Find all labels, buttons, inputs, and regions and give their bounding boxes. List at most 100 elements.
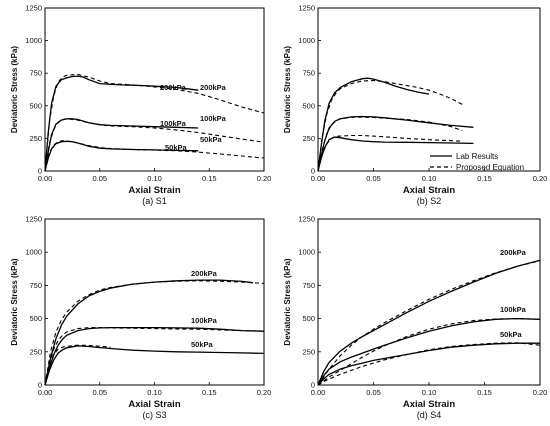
pressure-label: 200kPa	[191, 269, 218, 278]
pressure-label: 50kPa	[165, 143, 188, 152]
pressure-label: 200kPa	[500, 248, 527, 257]
panel-caption: (c) S3	[142, 410, 166, 420]
x-tick-label: 0.15	[477, 174, 492, 183]
x-tick-label: 0.05	[366, 174, 381, 183]
series-line-50kPa-lab	[317, 342, 540, 386]
y-tick-label: 0	[38, 381, 42, 390]
y-tick-label: 250	[302, 347, 315, 356]
panel-caption: (a) S1	[142, 196, 167, 206]
pressure-label: 50kPa	[200, 135, 223, 144]
series-line-100kPa-equation	[44, 118, 265, 172]
x-axis-title: Axial Strain	[403, 185, 455, 196]
x-tick-label: 0.00	[311, 388, 326, 397]
pressure-label: 50kPa	[500, 330, 523, 339]
x-tick-label: 0.00	[38, 388, 53, 397]
x-tick-label: 0.05	[92, 174, 107, 183]
panel-caption: (d) S4	[417, 410, 442, 420]
x-axis-title: Axial Strain	[128, 399, 180, 410]
y-tick-label: 1250	[25, 4, 42, 13]
y-axis-title: Deviatoric Stress (kPa)	[10, 258, 19, 345]
pressure-label: 200kPa	[200, 83, 227, 92]
x-tick-label: 0.00	[38, 174, 53, 183]
series-line-50kPa-lab	[44, 140, 199, 172]
pressure-label: 50kPa	[191, 340, 214, 349]
y-axis-title: Deviatoric Stress (kPa)	[283, 258, 292, 345]
plot-frame	[317, 7, 541, 172]
x-tick-label: 0.15	[477, 388, 492, 397]
y-tick-label: 750	[302, 281, 315, 290]
legend: Lab Results Proposed Equation	[430, 152, 524, 172]
y-tick-label: 250	[302, 134, 315, 143]
series-line-100kPa-equation	[317, 116, 463, 172]
y-tick-label: 1250	[25, 215, 42, 224]
x-tick-label: 0.20	[257, 174, 272, 183]
chart-panel-1: 0.00 0.05 0.10 0.15 0.20 0 250 500 750 1000 1250 Ax…	[10, 4, 271, 207]
chart-panel-2: 0.00 0.05 0.10 0.15 0.20 0 250 500 750 1000 1250 Ax…	[200, 4, 547, 207]
series-line-50kPa-equation	[44, 140, 265, 172]
x-tick-label: 0.20	[257, 388, 272, 397]
series-line-100kPa-lab	[317, 115, 474, 172]
series-line-200kPa-equation	[317, 79, 463, 172]
series-line-200kPa-equation	[44, 73, 265, 172]
series-line-200kPa-lab	[44, 279, 254, 386]
pressure-label: 100kPa	[500, 305, 527, 314]
x-tick-label: 0.10	[422, 388, 437, 397]
chart-panel-3: 0.00 0.05 0.10 0.15 0.20 0 250 500 750 1000 1250 Ax…	[10, 215, 271, 421]
chart-panel-4: 0.00 0.05 0.10 0.15 0.20 0 250 500 750 1000 1250 Ax…	[283, 215, 547, 421]
x-tick-label: 0.10	[422, 174, 437, 183]
x-tick-label: 0.10	[147, 174, 162, 183]
y-tick-label: 250	[29, 134, 42, 143]
y-tick-label: 1250	[298, 215, 315, 224]
series-line-50kPa-equation	[317, 342, 541, 386]
y-tick-label: 500	[29, 101, 42, 110]
series-line-50kPa-equation	[317, 134, 463, 172]
series-line-50kPa-lab	[44, 345, 265, 386]
x-axis-title: Axial Strain	[403, 399, 455, 410]
x-tick-label: 0.20	[533, 388, 548, 397]
series-line-100kPa-equation	[317, 318, 541, 386]
panel-caption: (b) S2	[417, 196, 442, 206]
legend-label: Lab Results	[456, 152, 498, 161]
x-tick-label: 0.00	[311, 174, 326, 183]
y-tick-label: 750	[29, 281, 42, 290]
series-line-200kPa-lab	[317, 77, 430, 172]
y-tick-label: 1000	[25, 248, 42, 257]
x-tick-label: 0.15	[202, 174, 217, 183]
y-tick-label: 500	[302, 101, 315, 110]
series-line-50kPa-lab	[317, 136, 474, 172]
y-axis-title: Deviatoric Stress (kPa)	[283, 46, 292, 133]
y-axis-title: Deviatoric Stress (kPa)	[10, 46, 19, 133]
y-tick-label: 500	[302, 314, 315, 323]
pressure-label: 100kPa	[200, 114, 227, 123]
pressure-label: 100kPa	[160, 119, 187, 128]
y-tick-label: 1000	[25, 36, 42, 45]
x-tick-label: 0.05	[92, 388, 107, 397]
series-line-200kPa-equation	[317, 260, 541, 386]
x-tick-label: 0.05	[366, 388, 381, 397]
y-tick-label: 250	[29, 347, 42, 356]
pressure-label: 200kPa	[160, 83, 187, 92]
y-tick-label: 750	[29, 69, 42, 78]
y-tick-label: 0	[311, 167, 315, 176]
y-tick-label: 1000	[298, 36, 315, 45]
pressure-label: 100kPa	[191, 316, 218, 325]
x-axis-title: Axial Strain	[128, 185, 180, 196]
y-tick-label: 500	[29, 314, 42, 323]
series-line-50kPa-equation	[44, 344, 111, 386]
series-line-100kPa-lab	[44, 118, 199, 172]
x-tick-label: 0.10	[147, 388, 162, 397]
plot-frame	[44, 7, 265, 172]
x-tick-label: 0.15	[202, 388, 217, 397]
series-line-100kPa-lab	[44, 326, 265, 386]
series-line-100kPa-lab	[317, 317, 541, 386]
series-line-200kPa-lab	[317, 259, 541, 386]
y-tick-label: 0	[311, 381, 315, 390]
y-tick-label: 1000	[298, 248, 315, 257]
x-tick-label: 0.20	[533, 174, 548, 183]
series-line-100kPa-equation	[44, 327, 265, 386]
y-tick-label: 750	[302, 69, 315, 78]
legend-label: Proposed Equation	[456, 163, 524, 172]
series-line-200kPa-equation	[44, 280, 265, 386]
y-tick-label: 0	[38, 167, 42, 176]
